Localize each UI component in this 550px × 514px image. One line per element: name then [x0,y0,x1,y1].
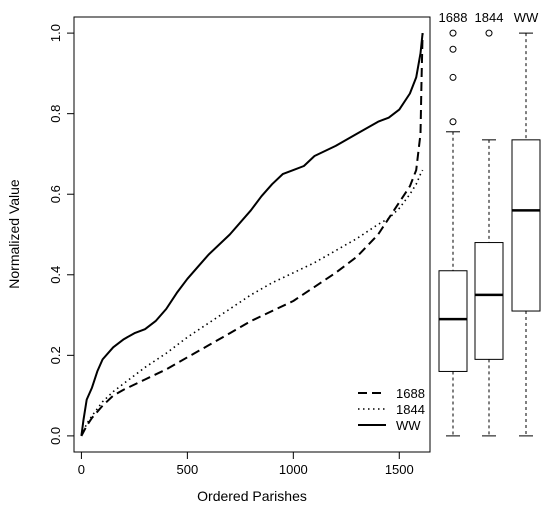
y-axis-label: Normalized Value [6,179,22,289]
boxplot-ww: WW [511,10,541,437]
x-tick-label: 1000 [279,462,308,477]
x-axis-label: Ordered Parishes [197,488,307,504]
y-tick-label: 0.2 [48,346,63,364]
legend-label-1688: 1688 [396,386,425,401]
y-tick-label: 0.8 [48,105,63,123]
outlier-point [449,73,457,81]
x-tick-label: 500 [177,462,199,477]
series-line-ww [80,32,424,437]
x-axis: 0 500 1000 1500 [78,451,414,477]
series-lines [80,32,424,437]
legend-label-ww: WW [396,418,421,433]
boxplot-chart: 1688 1844 WW [438,10,541,437]
outlier-point [449,118,457,126]
boxplot-label-1844: 1844 [475,10,504,25]
box [438,270,468,372]
boxplot-1688: 1688 [438,10,468,437]
box [474,242,504,360]
x-tick-label: 1500 [385,462,414,477]
y-tick-label: 0.4 [48,266,63,284]
boxplot-1844: 1844 [474,10,504,437]
x-tick-label: 0 [78,462,85,477]
y-axis: 0.0 0.2 0.4 0.6 0.8 1.0 [48,24,75,445]
boxplot-label-ww: WW [514,10,539,25]
y-tick-label: 0.0 [48,427,63,445]
series-line-1688 [80,33,424,437]
boxplot-label-1688: 1688 [439,10,468,25]
legend-label-1844: 1844 [396,402,425,417]
outlier-point [485,29,493,37]
outlier-point [449,45,457,53]
box [511,139,541,312]
y-tick-label: 1.0 [48,24,63,42]
plot-frame [73,16,431,453]
line-chart: 0 500 1000 1500 0.0 0.2 0.4 0.6 0.8 1.0 Ordered … [6,16,431,504]
y-tick-label: 0.6 [48,185,63,203]
outlier-point [449,29,457,37]
series-line-1844 [80,169,424,437]
